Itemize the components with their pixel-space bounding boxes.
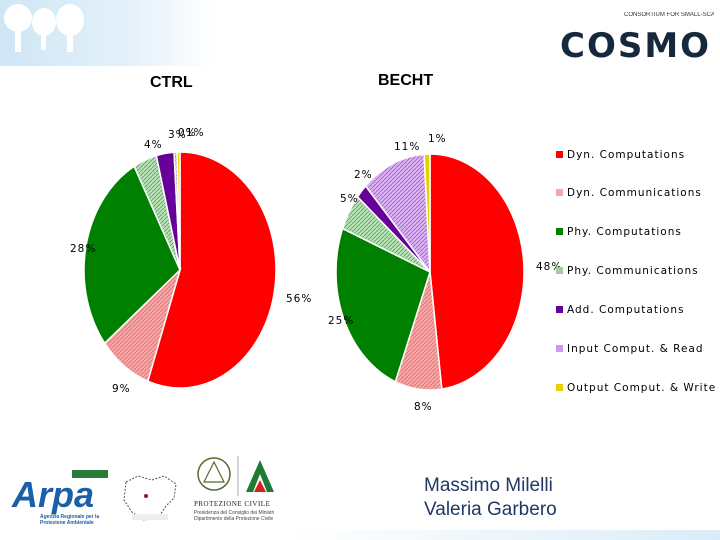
slice-data-label: 3% (168, 129, 187, 141)
arpa-logo: Arpa Agenzia Regionale per la Protezione… (12, 470, 112, 530)
legend-swatch (556, 228, 563, 235)
legend-label: Input Comput. & Read (567, 343, 704, 355)
trees-logo (4, 4, 84, 52)
partner-logos: Arpa Agenzia Regionale per la Protezione… (8, 448, 308, 534)
slice-data-label: 48% (536, 261, 560, 273)
slice-data-label: 0% (178, 127, 197, 139)
pie-slice (364, 153, 431, 275)
header-band (0, 0, 720, 66)
author-name: Valeria Garbero (424, 499, 557, 520)
legend-swatch (556, 151, 563, 158)
becht-chart-title: BECHT (378, 72, 434, 89)
authors: Massimo Milelli Valeria Garbero (424, 474, 557, 522)
slice-data-label: 1% (428, 133, 447, 145)
pie-slice (423, 153, 431, 273)
arpa-tag (72, 470, 108, 478)
slice-data-label: 4% (144, 139, 163, 151)
cosmo-logo: COSMO CONSORTIUM FOR SMALL-SCALE MODELIN… (556, 8, 716, 66)
legend-swatch (556, 267, 563, 274)
ctrl-chart-title: CTRL (150, 74, 193, 91)
pie-slice (335, 227, 431, 383)
legend-swatch (556, 345, 563, 352)
pie-charts: 56%9%28%4%3%0%1%48%8%25%5%2%11%1% (70, 127, 560, 413)
legend-swatch (556, 306, 563, 313)
slice-data-label: 5% (340, 193, 359, 205)
legend-label: Output Comput. & Write (567, 382, 717, 394)
pie-slice (176, 151, 181, 271)
footer-band (0, 530, 720, 540)
legend-swatch (556, 189, 563, 196)
pie-slice (429, 153, 525, 390)
legend-label: Add. Computations (567, 304, 685, 316)
pie-slice (146, 151, 277, 389)
pie-slice (83, 165, 181, 345)
slice-data-label: 25% (328, 315, 354, 327)
legend-label: Phy. Computations (567, 226, 682, 238)
slice-data-label: 28% (70, 243, 96, 255)
arpa-logo-text: Arpa (12, 474, 95, 515)
author-name: Massimo Milelli (424, 475, 553, 496)
cosmo-consortium-text: CONSORTIUM FOR SMALL-SCALE MODELING (624, 12, 714, 18)
protezione-civile-emblem (197, 456, 274, 496)
region-map-logo (123, 475, 177, 521)
protezione-civile-subtitle: Presidenza del Consiglio dei Ministri Di… (194, 510, 275, 522)
slice-data-label: 8% (414, 401, 433, 413)
protezione-civile-logo: PROTEZIONE CIVILE Presidenza del Consigl… (194, 452, 294, 530)
legend-label: Phy. Communications (567, 265, 699, 277)
protezione-civile-title: PROTEZIONE CIVILE (194, 500, 271, 508)
cosmo-logo-text: COSMO (560, 26, 712, 66)
slice-data-label: 56% (286, 293, 312, 305)
slice-data-label: 2% (354, 169, 373, 181)
slice-data-label: 11% (394, 141, 420, 153)
legend-swatch (556, 384, 563, 391)
arpa-caption: Agenzia Regionale per la Protezione Ambi… (40, 514, 100, 526)
legend-label: Dyn. Communications (567, 187, 702, 199)
legend-label: Dyn. Computations (567, 149, 686, 161)
slice-data-label: 1% (186, 127, 205, 139)
slice-data-label: 9% (112, 383, 131, 395)
